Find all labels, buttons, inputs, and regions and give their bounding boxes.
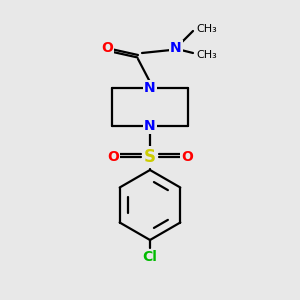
Text: N: N [144,81,156,95]
Text: O: O [181,150,193,164]
Text: O: O [107,150,119,164]
Text: O: O [101,41,113,55]
Text: S: S [144,148,156,166]
Text: CH₃: CH₃ [196,24,217,34]
Text: Cl: Cl [142,250,158,264]
Text: N: N [144,119,156,133]
Text: CH₃: CH₃ [196,50,217,60]
Text: N: N [170,41,182,55]
